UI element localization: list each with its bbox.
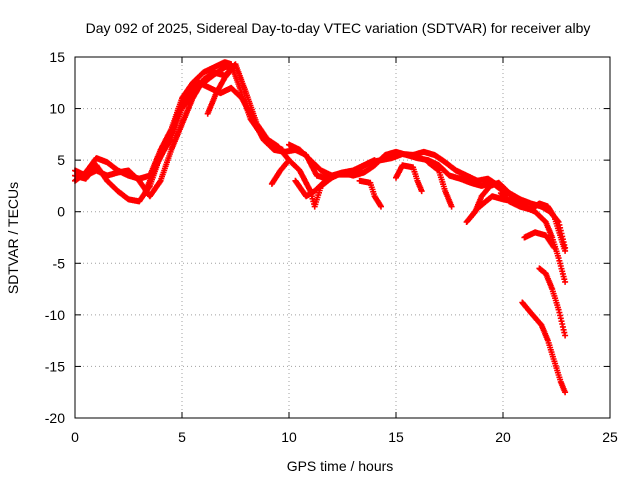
series-markers xyxy=(393,162,425,195)
plot-frame xyxy=(74,56,611,419)
data-series xyxy=(72,59,569,396)
y-tick-label: -10 xyxy=(45,307,65,323)
series-markers xyxy=(497,190,569,254)
x-tick-label: 15 xyxy=(388,429,404,445)
series-markers xyxy=(204,64,237,117)
series-markers xyxy=(521,229,558,251)
y-tick-label: -20 xyxy=(45,410,65,426)
x-axis-label: GPS time / hours xyxy=(287,458,394,474)
series-arc-16 xyxy=(536,265,569,339)
series-arc-14 xyxy=(497,190,569,254)
y-axis-label: SDTVAR / TECUs xyxy=(5,182,21,294)
series-arc-17 xyxy=(519,299,569,396)
x-tick-label: 25 xyxy=(602,429,618,445)
y-tick-label: -5 xyxy=(53,255,66,271)
series-arc-11 xyxy=(425,159,455,210)
y-tick-label: 0 xyxy=(57,204,65,220)
series-arc-9 xyxy=(356,177,384,210)
series-markers xyxy=(536,265,569,339)
x-tick-label: 5 xyxy=(178,429,186,445)
chart-title: Day 092 of 2025, Sidereal Day-to-day VTE… xyxy=(86,20,591,36)
series-arc-13 xyxy=(463,179,517,225)
series-markers xyxy=(356,177,384,210)
x-tick-label: 0 xyxy=(71,429,79,445)
series-markers xyxy=(463,179,517,225)
series-arc-15 xyxy=(521,229,558,251)
y-tick-label: 5 xyxy=(57,152,65,168)
series-arc-5 xyxy=(204,64,237,117)
y-tick-label: 15 xyxy=(49,49,65,65)
y-tick-label: 10 xyxy=(49,101,65,117)
gridlines xyxy=(75,57,610,418)
axis-ticks: 0 5 10 15 20 25 15 10 5 0 -5 -10 -15 -20 xyxy=(45,49,618,445)
x-tick-label: 10 xyxy=(281,429,297,445)
series-markers xyxy=(425,159,455,210)
series-arc-10 xyxy=(393,162,425,195)
y-tick-label: -15 xyxy=(45,358,65,374)
x-tick-label: 20 xyxy=(495,429,511,445)
series-markers xyxy=(519,299,569,396)
